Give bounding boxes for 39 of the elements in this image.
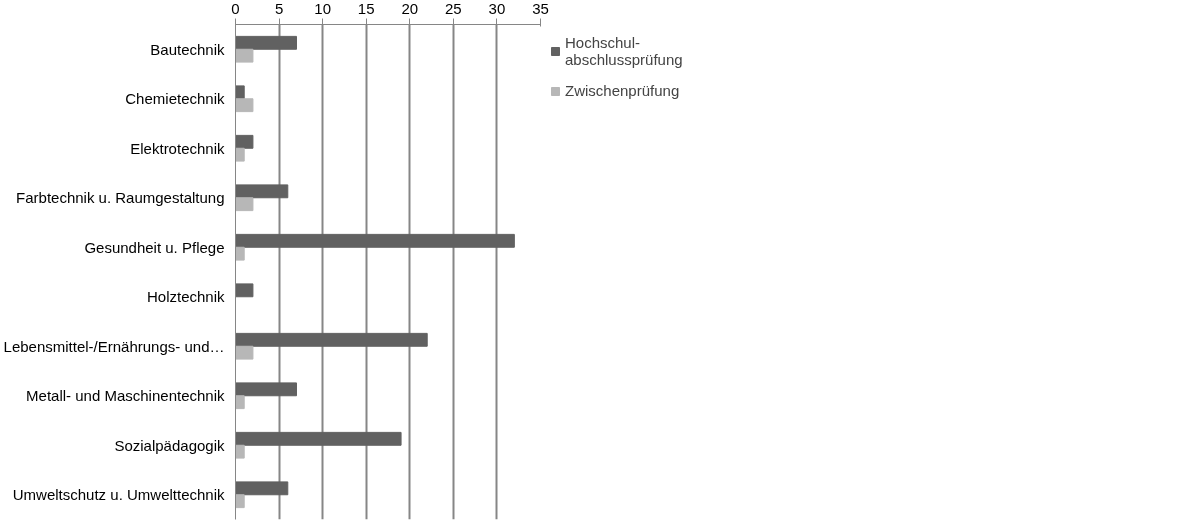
y-tick-label: Elektrotechnik xyxy=(130,139,225,157)
x-tick-label: 5 xyxy=(274,0,284,17)
y-tick-label: Umweltschutz u. Umwelttechnik xyxy=(12,486,225,504)
y-tick-label: Sozialpädagogik xyxy=(114,436,225,454)
bar xyxy=(235,134,254,149)
bar xyxy=(235,444,245,459)
x-tick-label: 20 xyxy=(401,0,419,17)
bar xyxy=(235,481,289,496)
y-tick-label: Metall- und Maschinentechnik xyxy=(26,387,225,405)
bar xyxy=(235,332,428,347)
bar xyxy=(235,197,254,212)
bar xyxy=(235,48,254,63)
bar xyxy=(235,382,297,397)
bar xyxy=(235,431,402,446)
bar xyxy=(235,494,245,509)
bar xyxy=(235,35,297,50)
y-tick-label: Holztechnik xyxy=(146,288,225,306)
legend-label: Hochschul-abschlussprüfung xyxy=(565,34,683,68)
x-tick-label: 10 xyxy=(314,0,331,17)
bar xyxy=(235,395,245,410)
y-tick-label: Gesundheit u. Pflege xyxy=(84,238,225,256)
legend-label: Zwischenprüfung xyxy=(565,82,680,99)
y-tick-label: Chemietechnik xyxy=(125,90,225,108)
bar xyxy=(235,233,515,248)
bar xyxy=(235,85,245,100)
x-tick-label: 35 xyxy=(532,0,549,17)
bar xyxy=(235,345,254,360)
x-tick-label: 30 xyxy=(488,0,506,17)
bar xyxy=(235,283,254,298)
y-tick-label: Farbtechnik u. Raumgestaltung xyxy=(16,189,225,207)
x-tick-label: 25 xyxy=(445,0,462,17)
y-tick-label: Bautechnik xyxy=(150,40,225,58)
bar xyxy=(235,98,254,113)
x-tick-label: 0 xyxy=(231,0,240,17)
bar xyxy=(235,147,245,162)
bar xyxy=(235,246,245,261)
bar xyxy=(235,184,289,199)
x-tick-label: 15 xyxy=(357,0,375,17)
y-tick-label: Lebensmittel-/Ernährungs- und… xyxy=(3,337,225,355)
